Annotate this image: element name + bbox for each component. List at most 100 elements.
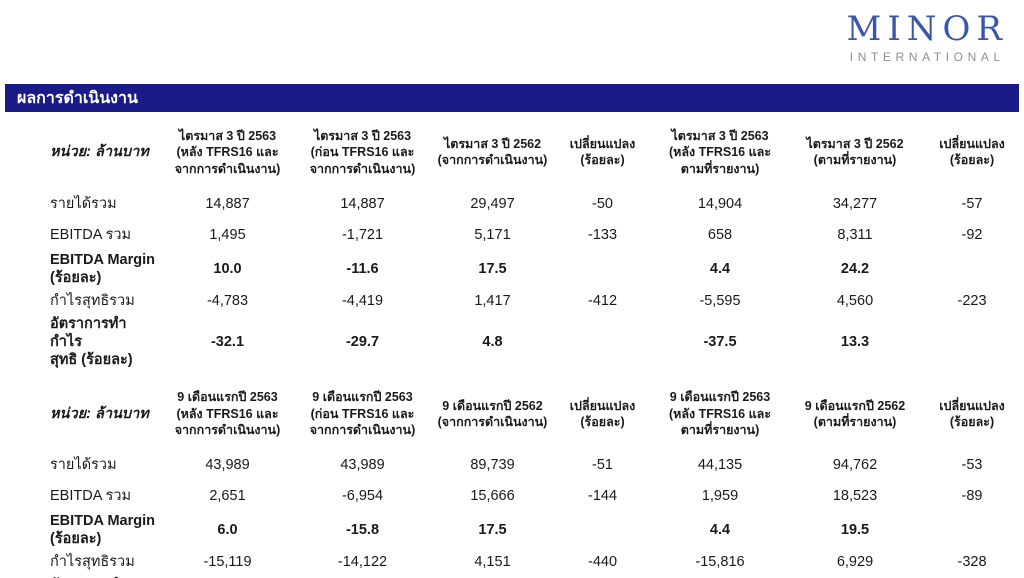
value-cell: -29.7 <box>345 334 380 351</box>
column-header-q3-2562-reported: ไตรมาส 3 ปี 2562 (ตามที่รายงาน) <box>806 137 904 168</box>
value-cell <box>555 340 650 344</box>
value-cell: 17.5 <box>478 522 507 539</box>
table-row-ebitda-9m: EBITDA รวม 2,651 -6,954 15,666 -144 1,95… <box>0 482 1024 510</box>
value-cell: 15,666 <box>470 488 515 505</box>
row-label-ebitda: EBITDA รวม <box>50 226 132 243</box>
logo-minor-text: MINOR <box>846 9 1008 49</box>
value-cell: -1,721 <box>341 226 384 243</box>
value-cell: -328 <box>957 554 987 571</box>
value-cell: 13.3 <box>840 334 870 351</box>
unit-label: หน่วย: ล้านบาท <box>50 144 149 161</box>
row-label-revenue: รายได้รวม <box>50 457 117 474</box>
value-cell: 1,417 <box>474 293 511 309</box>
value-cell: 4.4 <box>709 260 731 277</box>
column-header-q3-before-tfrs16-core: ไตรมาส 3 ปี 2563 (ก่อน TFRS16 และ จากการ… <box>309 129 416 176</box>
value-cell: -15.8 <box>345 522 380 539</box>
value-cell: 8,311 <box>837 226 873 243</box>
table-section-9m: หน่วย: ล้านบาท 9 เดือนแรกปี 2563 (หลัง T… <box>0 377 1024 578</box>
column-header-change-pct-2: เปลี่ยนแปลง (ร้อยละ) <box>939 398 1005 429</box>
value-cell: -53 <box>961 457 983 474</box>
row-label-net-profit: กำไรสุทธิรวม <box>50 292 135 309</box>
value-cell: 29,497 <box>470 195 515 212</box>
table-row-net-profit-9m: กำไรสุทธิรวม -15,119 -14,122 4,151 -440 … <box>0 550 1024 574</box>
value-cell: -4,419 <box>341 293 384 309</box>
value-cell: 4.4 <box>709 522 731 539</box>
column-header-9m-before-tfrs16-core: 9 เดือนแรกปี 2563 (ก่อน TFRS16 และ จากกา… <box>309 390 416 437</box>
table-row-net-profit-q3: กำไรสุทธิรวม -4,783 -4,419 1,417 -412 -5… <box>0 289 1024 313</box>
value-cell: -14,122 <box>337 554 388 571</box>
value-cell: 6.0 <box>217 522 238 539</box>
value-cell <box>555 528 650 532</box>
value-cell: -440 <box>587 554 618 571</box>
value-cell: 1,495 <box>209 226 246 243</box>
value-cell: 17.5 <box>478 260 507 277</box>
value-cell: 6,929 <box>836 554 874 571</box>
value-cell <box>920 267 1024 271</box>
column-header-change-pct-2: เปลี่ยนแปลง (ร้อยละ) <box>939 137 1005 168</box>
row-label-ebitda-margin: EBITDA Margin (ร้อยละ) <box>50 251 155 286</box>
row-label-net-margin: อัตราการทำกำไร สุทธิ (ร้อยละ) <box>50 316 133 369</box>
value-cell: 34,277 <box>832 195 878 212</box>
column-header-q3-2562-core: ไตรมาส 3 ปี 2562 (จากการดำเนินงาน) <box>437 137 548 168</box>
value-cell: -11.6 <box>346 260 379 277</box>
row-label-ebitda-margin: EBITDA Margin (ร้อยละ) <box>50 513 155 548</box>
value-cell: 18,523 <box>832 488 878 505</box>
table-row-revenue-q3: รายได้รวม 14,887 14,887 29,497 -50 14,90… <box>0 187 1024 221</box>
value-cell: 5,171 <box>474 226 511 243</box>
value-cell: -4,783 <box>206 293 249 309</box>
value-cell: 2,651 <box>209 488 246 505</box>
results-table: หน่วย: ล้านบาท ไตรมาส 3 ปี 2563 (หลัง TF… <box>0 116 1024 578</box>
value-cell: -37.5 <box>703 334 737 351</box>
table-section-q3: หน่วย: ล้านบาท ไตรมาส 3 ปี 2563 (หลัง TF… <box>0 116 1024 371</box>
value-cell: 10.0 <box>213 260 242 277</box>
value-cell: 19.5 <box>840 522 870 539</box>
value-cell: -89 <box>961 488 983 505</box>
value-cell: -57 <box>961 195 983 212</box>
row-label-net-margin: อัตราการทำกำไร สุทธิ (ร้อยละ) <box>0 574 160 578</box>
table-row-net-margin-9m: อัตราการทำกำไร สุทธิ (ร้อยละ) -34.4 -32.… <box>0 574 1024 578</box>
column-header-9m-2562-core: 9 เดือนแรกปี 2562 (จากการดำเนินงาน) <box>437 398 548 429</box>
value-cell: -223 <box>957 293 987 309</box>
value-cell: 4,560 <box>836 293 874 309</box>
value-cell: 14,904 <box>697 195 743 212</box>
table-header-row-q3: หน่วย: ล้านบาท ไตรมาส 3 ปี 2563 (หลัง TF… <box>0 116 1024 187</box>
value-cell: -133 <box>587 226 618 243</box>
value-cell: 14,887 <box>205 195 250 212</box>
column-header-9m-2562-reported: 9 เดือนแรกปี 2562 (ตามที่รายงาน) <box>804 398 906 429</box>
section-title-bar: ผลการดำเนินงาน <box>5 84 1019 112</box>
value-cell: 24.2 <box>840 260 870 277</box>
logo-international-text: INTERNATIONAL <box>849 49 1005 64</box>
value-cell: 89,739 <box>470 457 515 474</box>
value-cell: -50 <box>592 195 613 212</box>
table-row-ebitda-margin-q3: EBITDA Margin (ร้อยละ) 10.0 -11.6 17.5 4… <box>0 249 1024 289</box>
value-cell: -5,595 <box>699 293 741 309</box>
company-logo: MINOR INTERNATIONAL <box>846 9 1008 64</box>
value-cell: -15,119 <box>203 554 252 571</box>
column-header-9m-after-tfrs16-reported: 9 เดือนแรกปี 2563 (หลัง TFRS16 และ ตามที… <box>668 390 772 437</box>
column-header-9m-after-tfrs16-core: 9 เดือนแรกปี 2563 (หลัง TFRS16 และ จากกา… <box>174 390 281 437</box>
unit-label: หน่วย: ล้านบาท <box>50 405 149 422</box>
value-cell: -6,954 <box>341 488 384 505</box>
row-label-revenue: รายได้รวม <box>50 195 117 212</box>
table-row-net-margin-q3: อัตราการทำกำไร สุทธิ (ร้อยละ) -32.1 -29.… <box>0 313 1024 371</box>
value-cell <box>920 340 1024 344</box>
row-label-ebitda: EBITDA รวม <box>50 488 132 505</box>
row-label-net-profit: กำไรสุทธิรวม <box>50 554 135 571</box>
value-cell: 1,959 <box>701 488 739 505</box>
value-cell: 94,762 <box>832 457 878 474</box>
value-cell: 4,151 <box>474 554 511 571</box>
column-header-change-pct: เปลี่ยนแปลง (ร้อยละ) <box>569 137 636 168</box>
value-cell: -144 <box>587 488 618 505</box>
value-cell: 44,135 <box>697 457 743 474</box>
table-row-ebitda-q3: EBITDA รวม 1,495 -1,721 5,171 -133 658 8… <box>0 221 1024 249</box>
value-cell: 4.8 <box>482 334 503 351</box>
value-cell: 43,989 <box>340 457 385 474</box>
column-header-change-pct: เปลี่ยนแปลง (ร้อยละ) <box>569 398 636 429</box>
value-cell: 14,887 <box>340 195 385 212</box>
value-cell: 658 <box>707 226 733 243</box>
page-title: ผลการดำเนินงาน <box>17 89 138 107</box>
value-cell <box>555 267 650 271</box>
table-row-ebitda-margin-9m: EBITDA Margin (ร้อยละ) 6.0 -15.8 17.5 4.… <box>0 510 1024 550</box>
value-cell: -32.1 <box>210 334 245 351</box>
